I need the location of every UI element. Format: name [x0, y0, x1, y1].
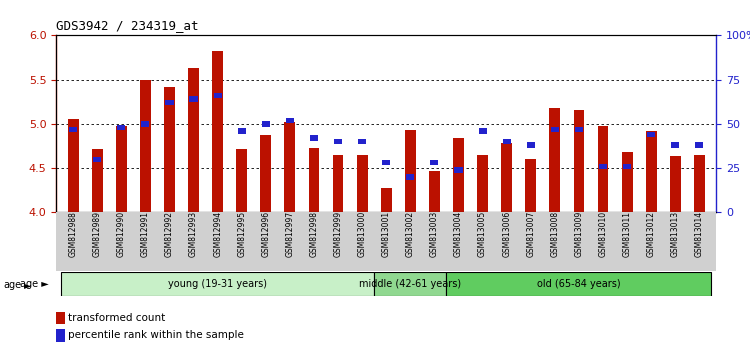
Text: old (65-84 years): old (65-84 years) — [537, 279, 621, 289]
Text: young (19-31 years): young (19-31 years) — [168, 279, 267, 289]
Bar — [453, 138, 464, 212]
Bar — [117, 125, 125, 130]
Bar — [478, 129, 487, 134]
Bar — [188, 68, 199, 212]
Bar — [477, 155, 488, 212]
Bar — [454, 167, 463, 172]
Bar — [623, 164, 632, 169]
Bar — [358, 139, 366, 144]
Bar — [695, 143, 703, 148]
Bar — [598, 126, 608, 212]
Bar — [284, 122, 296, 212]
Bar — [575, 127, 583, 132]
Bar — [446, 272, 712, 296]
Bar — [694, 155, 705, 212]
Bar — [140, 80, 151, 212]
Bar — [116, 126, 127, 212]
Bar — [646, 131, 657, 212]
Text: middle (42-61 years): middle (42-61 years) — [359, 279, 461, 289]
Bar — [238, 129, 246, 134]
Bar — [212, 51, 223, 212]
Bar — [382, 160, 390, 165]
Bar — [501, 143, 512, 212]
Bar — [166, 100, 173, 105]
Bar — [286, 118, 294, 123]
Bar — [406, 175, 415, 180]
Bar — [503, 139, 511, 144]
Bar — [525, 159, 536, 212]
Bar — [333, 155, 344, 212]
Bar — [334, 139, 342, 144]
Bar — [599, 164, 607, 169]
Bar — [574, 110, 584, 212]
Bar — [69, 127, 77, 132]
Bar — [262, 121, 270, 127]
Bar — [310, 136, 318, 141]
Bar — [671, 143, 680, 148]
Bar — [260, 135, 272, 212]
Bar — [374, 272, 446, 296]
Bar — [61, 272, 374, 296]
Bar — [236, 149, 248, 212]
Bar — [670, 156, 681, 212]
Bar — [622, 152, 632, 212]
Text: age ►: age ► — [20, 279, 49, 289]
Text: age: age — [4, 280, 22, 290]
Bar — [308, 148, 320, 212]
Bar — [68, 120, 79, 212]
Bar — [164, 87, 175, 212]
Bar — [430, 160, 439, 165]
Bar — [190, 97, 197, 102]
Text: percentile rank within the sample: percentile rank within the sample — [68, 330, 243, 340]
Bar — [381, 188, 392, 212]
Bar — [93, 157, 101, 162]
Bar — [357, 155, 368, 212]
Bar — [647, 132, 656, 137]
Text: GDS3942 / 234319_at: GDS3942 / 234319_at — [56, 19, 199, 33]
Bar — [92, 149, 103, 212]
Bar — [429, 171, 439, 212]
Bar — [141, 121, 149, 127]
Text: transformed count: transformed count — [68, 313, 165, 322]
Bar — [550, 127, 559, 132]
Bar — [214, 93, 222, 98]
Text: ►: ► — [24, 280, 32, 290]
Bar — [405, 130, 416, 212]
Bar — [550, 108, 560, 212]
Bar — [526, 143, 535, 148]
